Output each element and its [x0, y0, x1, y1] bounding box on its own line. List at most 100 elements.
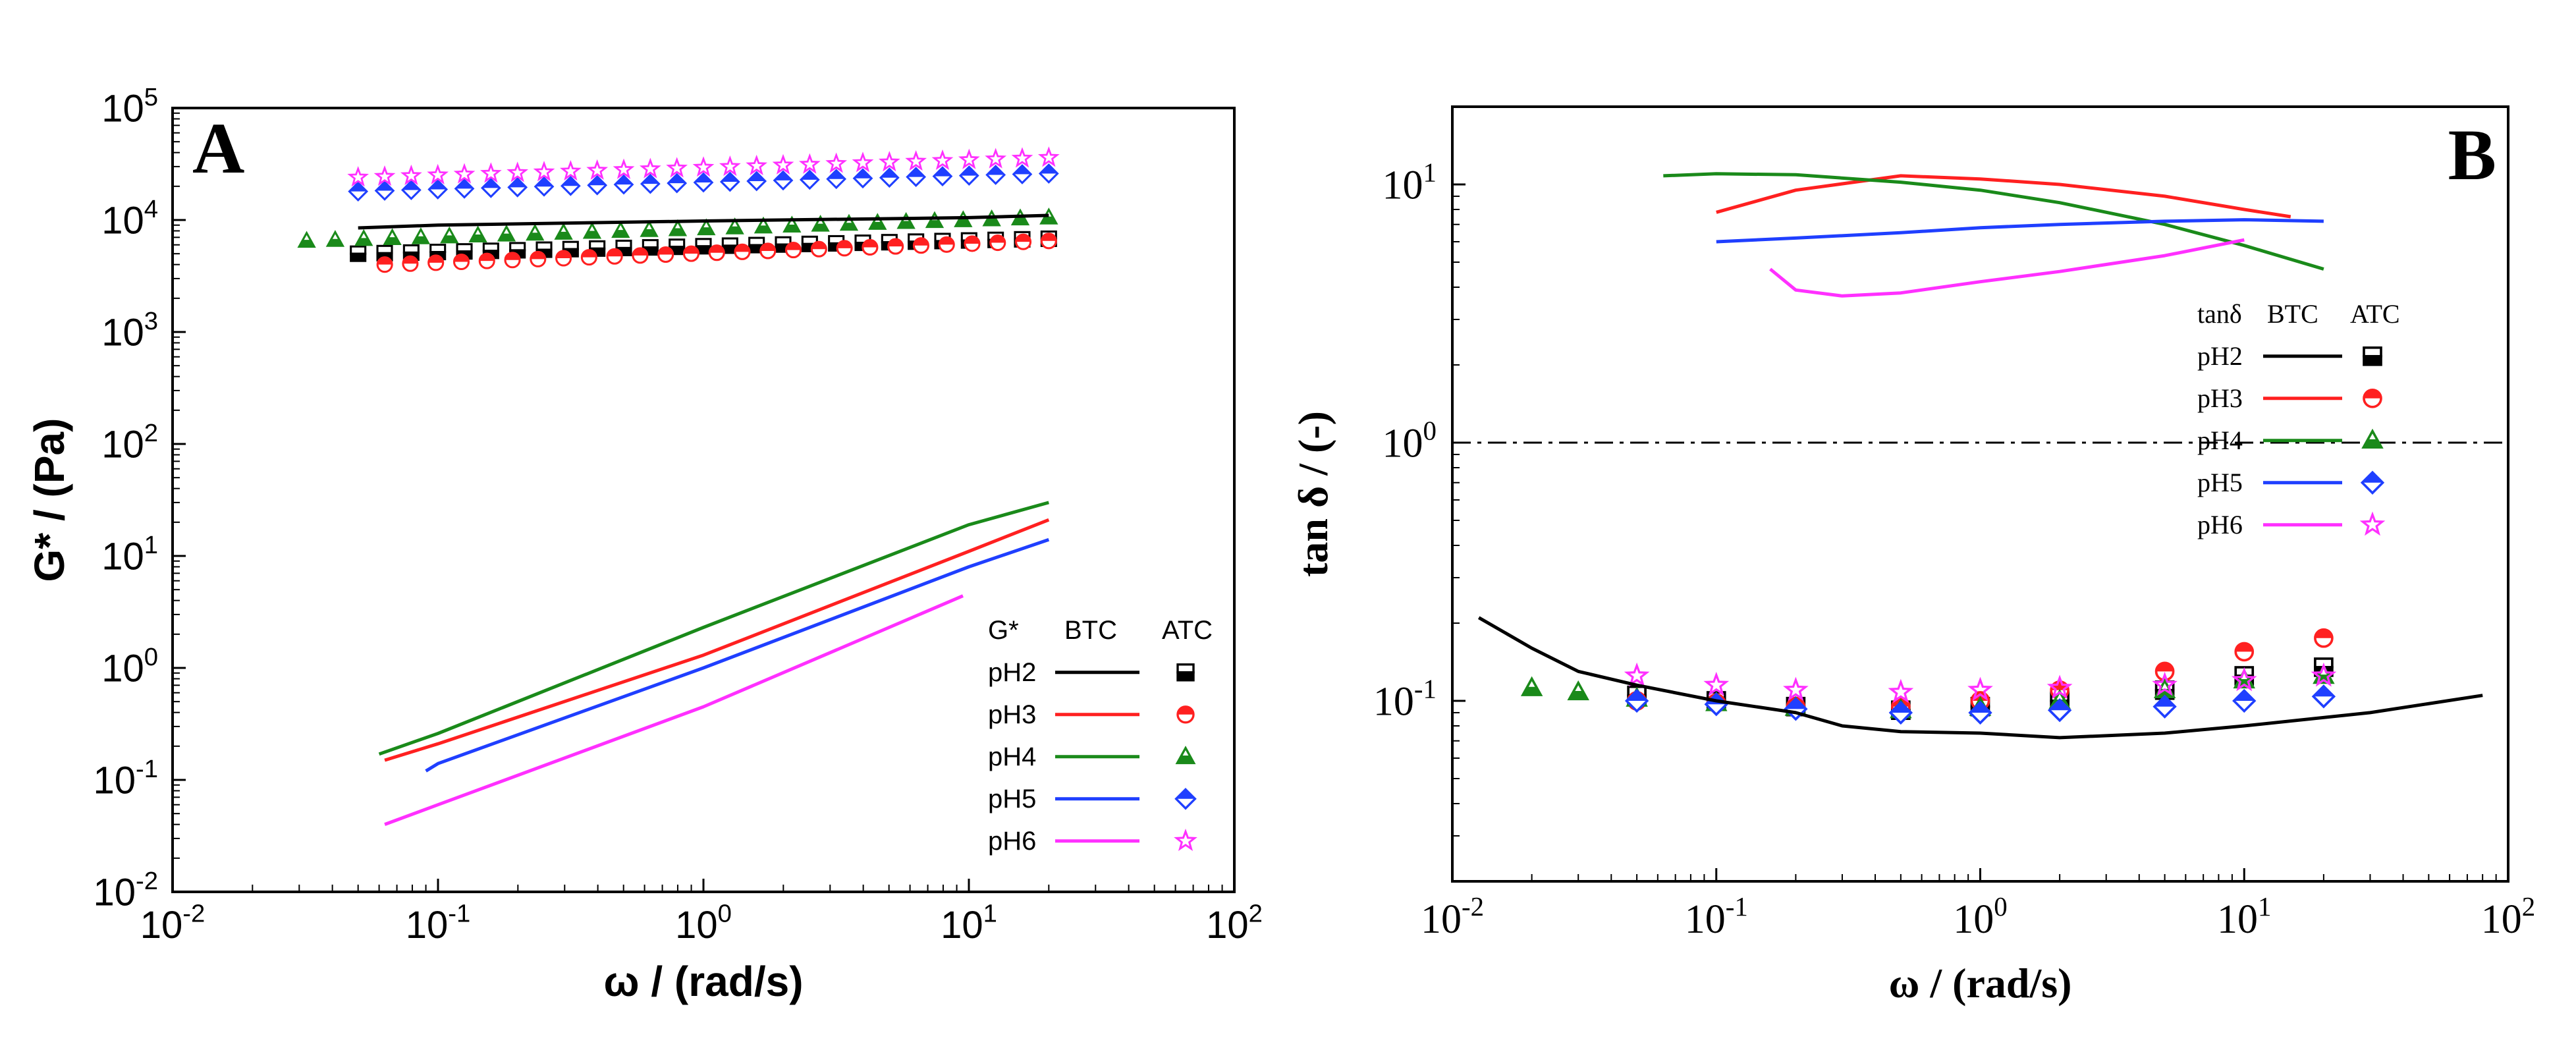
data-point — [453, 163, 476, 184]
marker-fill — [535, 178, 553, 187]
data-point — [938, 236, 955, 253]
tick-base: 10 — [101, 311, 144, 354]
marker-outline — [373, 165, 396, 186]
data-point — [906, 167, 927, 188]
tick-exponent: -2 — [136, 867, 158, 895]
tick-exponent: 1 — [983, 900, 997, 928]
marker-bottom — [1176, 671, 1195, 682]
tick-exponent: 0 — [718, 900, 732, 928]
marker-series-pH3 — [376, 233, 1057, 273]
marker-fill — [939, 237, 954, 245]
data-point — [692, 156, 715, 177]
tick-exponent: -2 — [182, 900, 205, 928]
marker-bottom — [2363, 354, 2382, 366]
marker-fill — [1969, 702, 1991, 713]
data-point — [480, 178, 501, 198]
tick-exponent: 1 — [1423, 158, 1437, 188]
marker-fill — [927, 220, 943, 227]
data-point — [1624, 662, 1650, 687]
data-point — [725, 217, 744, 234]
marker-top — [535, 241, 553, 251]
x-tick-label: 101 — [2217, 892, 2271, 942]
marker-outline — [1174, 829, 1197, 851]
marker-top — [589, 240, 606, 250]
tick-exponent: -1 — [448, 900, 470, 928]
marker-outline — [533, 161, 555, 182]
data-point — [454, 179, 475, 199]
marker-top — [376, 244, 393, 254]
marker-fill — [907, 168, 925, 177]
marker-outline — [1011, 147, 1033, 168]
legend-label-pH5: pH5 — [988, 784, 1036, 813]
marker-fill — [841, 223, 857, 230]
marker-fill — [1013, 165, 1031, 175]
data-point — [297, 231, 316, 248]
marker-outline — [480, 162, 502, 183]
marker-fill — [933, 167, 952, 177]
tick-exponent: 5 — [144, 83, 158, 111]
data-point — [693, 172, 714, 193]
data-point — [1011, 147, 1033, 168]
data-point — [811, 215, 830, 232]
marker-fill — [441, 235, 457, 242]
data-point — [427, 179, 449, 200]
marker-outline — [746, 154, 768, 176]
y-tick-label: 101 — [1383, 158, 1437, 208]
marker-fill — [748, 172, 765, 181]
marker-fill — [811, 242, 827, 250]
data-point — [348, 181, 369, 202]
marker-fill — [642, 175, 659, 184]
tick-exponent: 2 — [144, 419, 158, 447]
marker-fill — [1178, 706, 1193, 715]
data-point — [468, 225, 487, 242]
marker-outline — [1783, 676, 1809, 702]
marker-fill — [658, 247, 673, 255]
y-tick-label: 104 — [101, 195, 158, 242]
legend-label-pH2: pH2 — [2197, 341, 2243, 371]
line-series-pH6 — [384, 594, 964, 826]
marker-top — [775, 236, 792, 246]
marker-fill — [2049, 700, 2070, 711]
marker-outline — [2359, 511, 2386, 536]
marker-fill — [987, 166, 1004, 175]
legend-col-btc: BTC — [2267, 299, 2318, 329]
data-point — [810, 240, 827, 258]
x-tick-label: 100 — [1953, 892, 2007, 942]
marker-top — [482, 242, 499, 252]
marker-fill — [482, 179, 500, 188]
data-point — [697, 218, 716, 236]
x-axis-label: ω / (rad/s) — [604, 958, 804, 1005]
tick-exponent: 4 — [144, 195, 158, 223]
data-point — [400, 180, 422, 200]
marker-fill — [2362, 472, 2383, 483]
y-tick-label: 100 — [101, 643, 158, 690]
marker-fill — [801, 171, 819, 180]
x-tick-label: 10-2 — [140, 900, 206, 947]
data-point — [896, 211, 916, 229]
marker-outline — [666, 157, 688, 178]
marker-fill — [869, 221, 885, 229]
marker-fill — [1522, 686, 1541, 696]
marker-top — [429, 244, 447, 254]
data-point — [925, 211, 945, 229]
data-point — [606, 248, 623, 265]
marker-fill — [721, 173, 739, 182]
data-point — [932, 166, 953, 187]
tick-base: 10 — [101, 647, 144, 690]
data-point — [878, 151, 900, 172]
data-point — [912, 237, 929, 254]
legend-marker-pH5 — [2360, 470, 2385, 495]
marker-outline — [1703, 671, 1730, 696]
x-tick-label: 10-2 — [1421, 892, 1484, 942]
line-series-pH2 — [358, 213, 1049, 230]
data-point — [1624, 688, 1649, 713]
legend-col-atc: ATC — [2350, 299, 2400, 329]
tick-base: 10 — [675, 904, 718, 947]
marker-outline — [347, 166, 370, 187]
data-point — [668, 219, 688, 236]
data-point — [839, 213, 859, 231]
marker-fill — [562, 177, 580, 186]
data-point — [657, 246, 674, 263]
